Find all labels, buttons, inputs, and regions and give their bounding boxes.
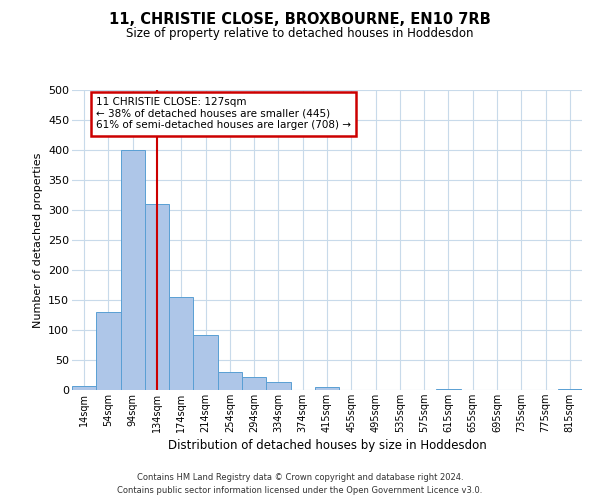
Bar — [436, 389, 461, 390]
Text: Contains HM Land Registry data © Crown copyright and database right 2024.: Contains HM Land Registry data © Crown c… — [137, 474, 463, 482]
Bar — [145, 204, 169, 390]
Text: 11 CHRISTIE CLOSE: 127sqm
← 38% of detached houses are smaller (445)
61% of semi: 11 CHRISTIE CLOSE: 127sqm ← 38% of detac… — [96, 97, 351, 130]
Bar — [242, 377, 266, 390]
Text: 11, CHRISTIE CLOSE, BROXBOURNE, EN10 7RB: 11, CHRISTIE CLOSE, BROXBOURNE, EN10 7RB — [109, 12, 491, 28]
Bar — [72, 386, 96, 390]
Bar — [558, 389, 582, 390]
Bar — [266, 382, 290, 390]
Bar — [218, 372, 242, 390]
Text: Contains public sector information licensed under the Open Government Licence v3: Contains public sector information licen… — [118, 486, 482, 495]
Text: Size of property relative to detached houses in Hoddesdon: Size of property relative to detached ho… — [126, 28, 474, 40]
Bar — [121, 150, 145, 390]
Y-axis label: Number of detached properties: Number of detached properties — [32, 152, 43, 328]
X-axis label: Distribution of detached houses by size in Hoddesdon: Distribution of detached houses by size … — [167, 439, 487, 452]
Bar — [169, 297, 193, 390]
Bar — [193, 335, 218, 390]
Bar — [315, 387, 339, 390]
Bar — [96, 312, 121, 390]
